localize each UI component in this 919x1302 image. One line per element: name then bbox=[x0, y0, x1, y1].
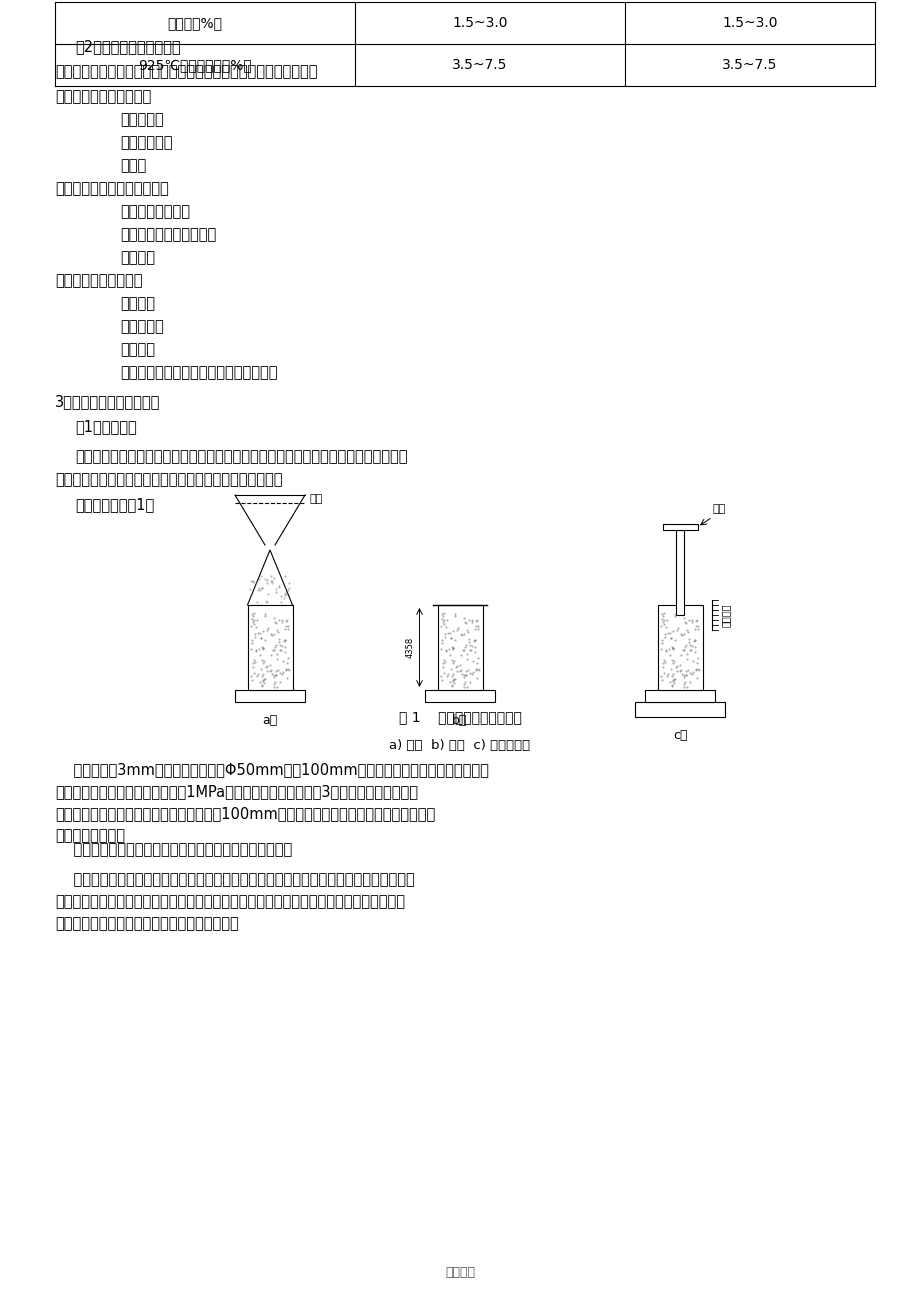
Text: 舂实: 舂实 bbox=[711, 504, 725, 514]
Bar bbox=[234, 690, 305, 702]
Text: 挥发分；: 挥发分； bbox=[119, 342, 154, 358]
Bar bbox=[425, 690, 494, 702]
Bar bbox=[634, 702, 724, 717]
Text: 图 1    测定可紧实性的示意图: 图 1 测定可紧实性的示意图 bbox=[398, 710, 521, 724]
Text: 使型砂通过3mm的筛网松散地填入Φ50mm，高100mm的试样筒，将试样筒上端的余砂用
刮板刮去，然后用压头给型砂施以1MPa的压力或用标准重锤打击3次，测定试: 使型砂通过3mm的筛网松散地填入Φ50mm，高100mm的试样筒，将试样筒上端的… bbox=[55, 762, 488, 844]
Text: b）: b） bbox=[452, 713, 467, 727]
Text: 活性膨润土含量；: 活性膨润土含量； bbox=[119, 204, 190, 220]
Text: （2）各项性能的检测频次: （2）各项性能的检测频次 bbox=[75, 39, 180, 55]
Text: 每小时检测一次的项目：: 每小时检测一次的项目： bbox=[55, 90, 151, 104]
Text: 每周检测一次的项目：: 每周检测一次的项目： bbox=[55, 273, 142, 289]
Text: 3、对一些主要性能的说明: 3、对一些主要性能的说明 bbox=[55, 395, 160, 410]
Text: 每一工作日检测一次的项目：: 每一工作日检测一次的项目： bbox=[55, 181, 168, 197]
Text: 筛网: 筛网 bbox=[310, 493, 323, 504]
Text: 湿抗拉强度可抗劈强度；: 湿抗拉强度可抗劈强度； bbox=[119, 228, 216, 242]
Text: 湿抗压强度；: 湿抗压强度； bbox=[119, 135, 173, 151]
Text: 根据型砂性能检测的常规和应用此种造型设备的经验，作如下规定。: 根据型砂性能检测的常规和应用此种造型设备的经验，作如下规定。 bbox=[55, 65, 317, 79]
Bar bbox=[662, 523, 697, 530]
Text: 1.5~3.0: 1.5~3.0 bbox=[721, 16, 777, 30]
Text: 1.5~3.0: 1.5~3.0 bbox=[452, 16, 507, 30]
Text: 3.5~7.5: 3.5~7.5 bbox=[452, 59, 507, 72]
Text: 基砂粒度（积累数据，供分析研究用）。: 基砂粒度（积累数据，供分析研究用）。 bbox=[119, 366, 278, 380]
Text: 水分。: 水分。 bbox=[119, 159, 146, 173]
Text: a) 填砂  b) 刮平  c) 舂实并读数: a) 填砂 b) 刮平 c) 舂实并读数 bbox=[389, 738, 530, 751]
Text: c）: c） bbox=[672, 729, 686, 742]
Text: 4358: 4358 bbox=[405, 637, 414, 658]
Bar bbox=[675, 530, 683, 615]
Text: 灼烧减量；: 灼烧减量； bbox=[119, 319, 164, 335]
Text: 透气性。: 透气性。 bbox=[119, 250, 154, 266]
Text: 粘土湿型砂的可紧实性直接反映型砂的混制程度，其测定方法简便，可得到量化的数据: 粘土湿型砂的可紧实性直接反映型砂的混制程度，其测定方法简便，可得到量化的数据 bbox=[75, 449, 407, 465]
Text: a）: a） bbox=[262, 713, 278, 727]
Text: （1）可紧实性: （1）可紧实性 bbox=[75, 419, 137, 435]
Bar bbox=[657, 605, 702, 690]
Text: 含泥量；: 含泥量； bbox=[119, 297, 154, 311]
Text: 3.5~7.5: 3.5~7.5 bbox=[721, 59, 777, 72]
Text: 测定方法参见图1。: 测定方法参见图1。 bbox=[75, 497, 154, 513]
Text: 用射压造型机造型时，填砂空间的容积是固定的，压实时压头的行程基本上也是一定的。
如果型砂的可紧实性太高，则会出现压头加压行程已经到位而铸型仍未达到预期紧实度的情: 用射压造型机造型时，填砂空间的容积是固定的，压实时压头的行程基本上也是一定的。 … bbox=[55, 872, 414, 931]
Bar bbox=[644, 690, 714, 702]
Text: 在不同的造型条件下，对型砂可紧实性的要求是不同的。: 在不同的造型条件下，对型砂可紧实性的要求是不同的。 bbox=[55, 842, 292, 857]
Text: 可紧实性；: 可紧实性； bbox=[119, 112, 164, 128]
Text: 以代替手感，是广泛采用的控制型砂性能的重要指标之一。: 以代替手感，是广泛采用的控制型砂性能的重要指标之一。 bbox=[55, 473, 282, 487]
Text: 推荐精选: 推荐精选 bbox=[445, 1266, 474, 1279]
Text: 高度下降: 高度下降 bbox=[720, 603, 730, 626]
Bar bbox=[247, 605, 292, 690]
Text: 925℃的灼烧减量（%）: 925℃的灼烧减量（%） bbox=[138, 59, 252, 72]
Text: 挥发分（%）: 挥发分（%） bbox=[167, 16, 222, 30]
Bar bbox=[437, 605, 482, 690]
